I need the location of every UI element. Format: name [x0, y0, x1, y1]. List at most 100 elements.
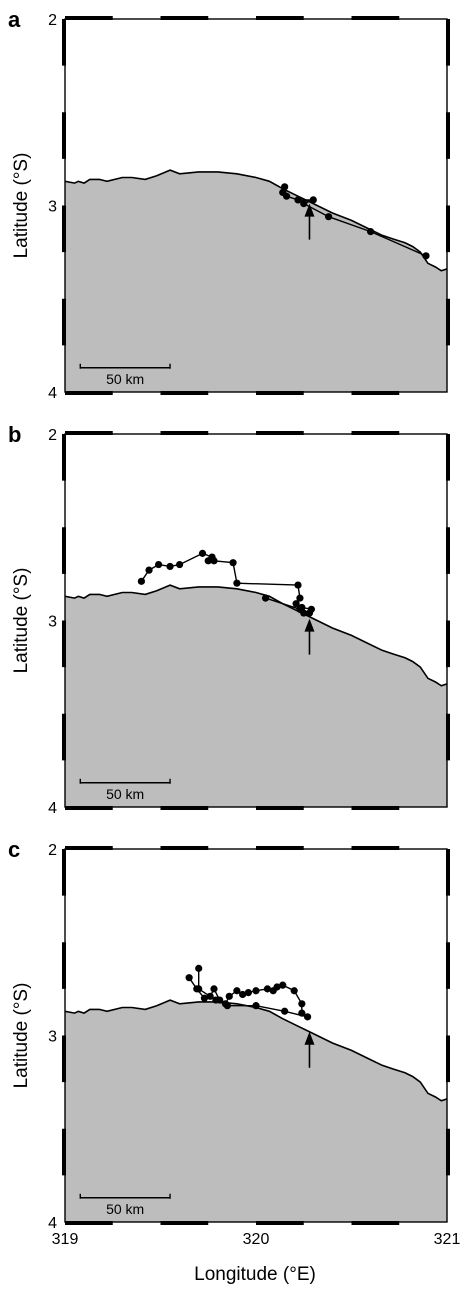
y-tick-label: 3 [48, 614, 57, 631]
frame-segment [446, 1036, 450, 1083]
frame-segment [62, 299, 66, 346]
scale-bar-label: 50 km [106, 786, 144, 802]
frame-segment [256, 16, 304, 20]
frame-segment [256, 391, 304, 395]
track-point [245, 989, 252, 996]
frame-segment [446, 527, 450, 574]
track-point [210, 557, 217, 564]
frame-segment [256, 846, 304, 850]
track-point [138, 578, 145, 585]
track-point [226, 993, 233, 1000]
frame-segment [62, 621, 66, 668]
frame-segment [65, 1221, 113, 1225]
track-point [166, 563, 173, 570]
frame-segment [446, 299, 450, 346]
frame-segment [446, 112, 450, 159]
track-point [291, 987, 298, 994]
panel-letter: c [8, 837, 20, 862]
track-point [296, 606, 303, 613]
track-point [300, 200, 307, 207]
track-point [367, 228, 374, 235]
frame-segment [352, 431, 400, 435]
track-point [252, 987, 259, 994]
y-axis-label: Latitude (°S) [11, 568, 32, 674]
frame-segment [446, 434, 450, 481]
map-panel-b: 2 3 4 Latitude (°S) b 50 km [8, 422, 450, 817]
scale-bar-label: 50 km [106, 371, 144, 387]
track-point [155, 561, 162, 568]
frame-segment [65, 391, 113, 395]
y-axis-label: Latitude (°S) [11, 153, 32, 259]
track-point [281, 1008, 288, 1015]
frame-segment [161, 846, 209, 850]
map-panels: 2 3 4 Latitude (°S) a 50 km 2 3 4 Latitude (°S) b 5… [8, 7, 460, 1248]
track-point [195, 965, 202, 972]
x-axis-label: Longitude (°E) [194, 1264, 316, 1285]
frame-segment [256, 806, 304, 810]
track-point [224, 1002, 231, 1009]
track-point [252, 1002, 259, 1009]
track-point [199, 550, 206, 557]
track-point [294, 581, 301, 588]
frame-segment [62, 112, 66, 159]
scale-bar-label: 50 km [106, 1201, 144, 1217]
frame-segment [352, 806, 400, 810]
frame-segment [65, 806, 113, 810]
frame-segment [161, 391, 209, 395]
y-axis-label: Latitude (°S) [11, 983, 32, 1089]
y-tick-label: 3 [48, 199, 57, 216]
x-tick-label: 320 [243, 1231, 270, 1248]
y-tick-label: 3 [48, 1029, 57, 1046]
track-point [233, 580, 240, 587]
frame-segment [65, 16, 113, 20]
track-point [310, 196, 317, 203]
frame-segment [62, 942, 66, 989]
frame-segment [352, 16, 400, 20]
frame-segment [446, 621, 450, 668]
y-tick-label: 4 [48, 385, 57, 402]
panel-letter: b [8, 422, 21, 447]
track-point [186, 974, 193, 981]
track-point [229, 559, 236, 566]
y-tick-label: 2 [48, 842, 57, 859]
frame-segment [256, 1221, 304, 1225]
frame-segment [446, 714, 450, 761]
frame-segment [446, 942, 450, 989]
track-point [176, 561, 183, 568]
y-tick-label: 2 [48, 12, 57, 29]
frame-segment [352, 391, 400, 395]
panel-letter: a [8, 7, 21, 32]
track-point [422, 252, 429, 259]
y-tick-label: 4 [48, 800, 57, 817]
frame-segment [161, 431, 209, 435]
frame-segment [65, 431, 113, 435]
frame-segment [352, 1221, 400, 1225]
frame-segment [62, 527, 66, 574]
frame-segment [62, 849, 66, 896]
track-point [195, 985, 202, 992]
frame-segment [62, 714, 66, 761]
frame-segment [65, 846, 113, 850]
track-point [212, 996, 219, 1003]
map-panel-a: 2 3 4 Latitude (°S) a 50 km [8, 7, 450, 402]
x-tick-label: 319 [52, 1231, 79, 1248]
track-point [279, 982, 286, 989]
x-tick-label: 321 [434, 1231, 461, 1248]
y-tick-label: 4 [48, 1215, 57, 1232]
frame-segment [161, 806, 209, 810]
track-point [210, 985, 217, 992]
track-point [262, 595, 269, 602]
frame-segment [446, 1129, 450, 1176]
y-tick-label: 2 [48, 427, 57, 444]
frame-segment [352, 846, 400, 850]
track-point [145, 567, 152, 574]
frame-segment [62, 1129, 66, 1176]
track-point [304, 1013, 311, 1020]
frame-segment [62, 434, 66, 481]
frame-segment [446, 206, 450, 253]
frame-segment [62, 19, 66, 66]
frame-segment [161, 16, 209, 20]
frame-segment [62, 206, 66, 253]
